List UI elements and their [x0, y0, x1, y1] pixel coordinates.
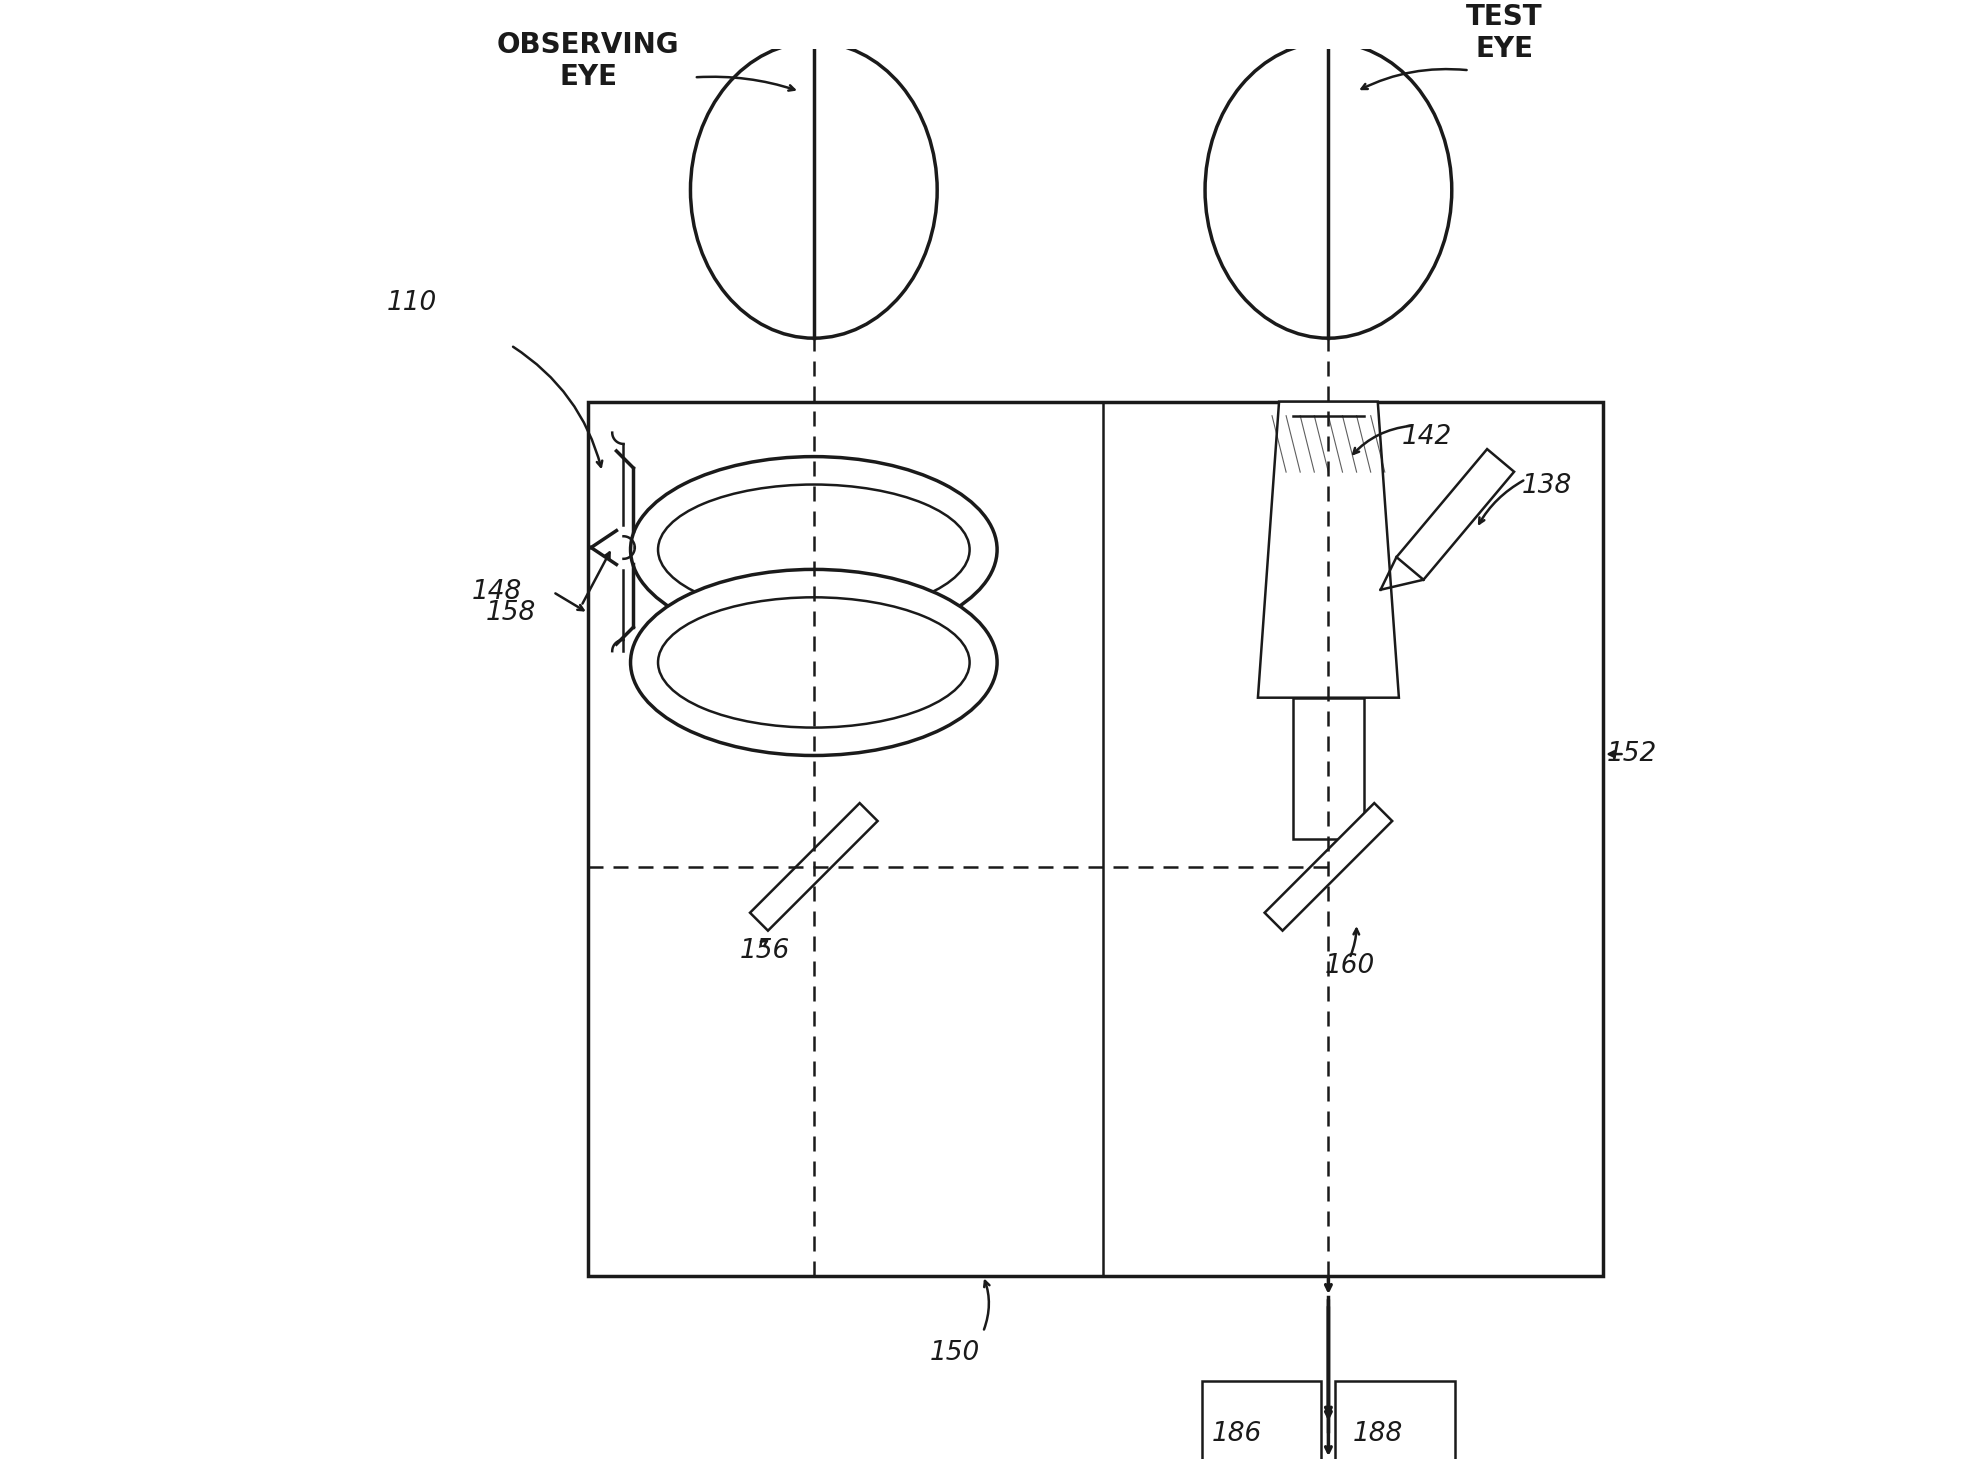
Text: 148: 148	[472, 579, 521, 605]
Polygon shape	[749, 802, 877, 931]
Text: 186: 186	[1211, 1421, 1262, 1447]
Text: 138: 138	[1522, 473, 1573, 499]
Text: TEST
EYE: TEST EYE	[1467, 3, 1543, 63]
Ellipse shape	[631, 457, 997, 643]
Text: 142: 142	[1402, 425, 1453, 449]
Text: OBSERVING
EYE: OBSERVING EYE	[497, 31, 680, 92]
Text: 150: 150	[930, 1341, 979, 1366]
Ellipse shape	[1205, 42, 1451, 338]
Text: 158: 158	[486, 600, 537, 626]
Polygon shape	[1396, 449, 1514, 579]
Ellipse shape	[690, 42, 938, 338]
Ellipse shape	[631, 569, 997, 756]
Text: 156: 156	[739, 938, 790, 964]
Text: 188: 188	[1353, 1421, 1404, 1447]
Polygon shape	[1258, 401, 1400, 697]
FancyBboxPatch shape	[1335, 1382, 1455, 1459]
Text: 160: 160	[1325, 953, 1374, 979]
Polygon shape	[1264, 802, 1392, 931]
Text: 110: 110	[387, 290, 436, 317]
FancyBboxPatch shape	[1201, 1382, 1321, 1459]
Text: 152: 152	[1606, 741, 1657, 767]
FancyBboxPatch shape	[1294, 697, 1364, 839]
